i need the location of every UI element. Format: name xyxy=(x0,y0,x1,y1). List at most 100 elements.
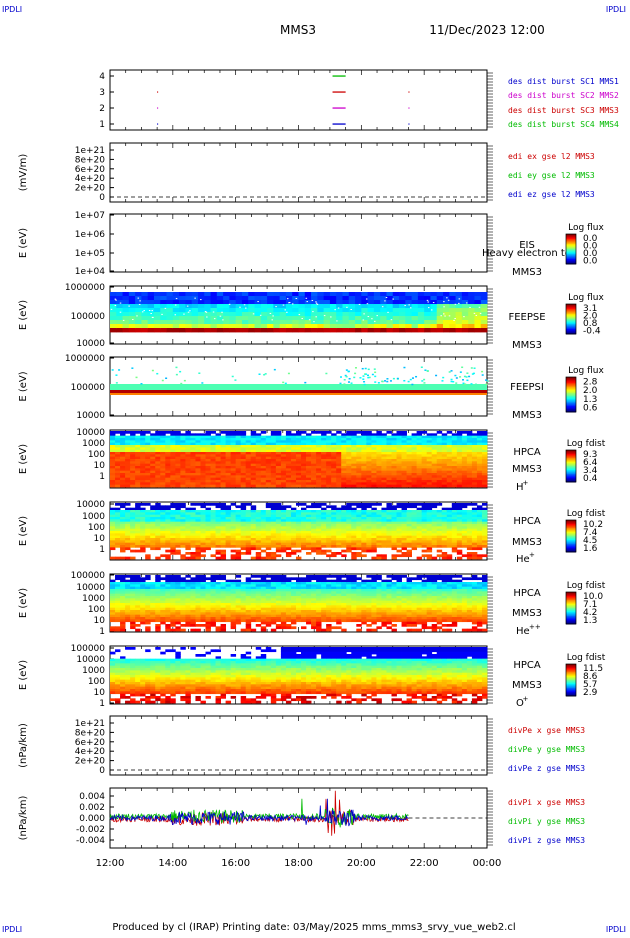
panel-hpca-he-cell xyxy=(195,529,200,532)
panel-hpca-he-cell xyxy=(180,505,185,508)
panel-hpca-h-cell xyxy=(140,461,145,464)
panel-hpca-h-cell xyxy=(371,457,376,460)
panel-hpca-he-cell xyxy=(286,510,291,513)
panel-hpca-he-cell xyxy=(346,508,351,511)
panel-hpca-he-cell xyxy=(351,531,356,534)
panel-hpca-he-cell xyxy=(412,536,417,539)
panel-feepse-cell xyxy=(437,320,444,324)
panel-hpca-h-cell xyxy=(180,468,185,471)
panel-feepse-cell xyxy=(148,304,155,308)
panel-hpca-h-cell xyxy=(170,464,175,467)
panel-hpca-h-cell xyxy=(482,447,487,450)
panel-hpca-he-cell xyxy=(341,536,346,539)
panel-hpca-h-cell xyxy=(447,468,452,471)
panel-hpca-h-cell xyxy=(160,468,165,471)
panel-hpca-he-cell xyxy=(341,510,346,513)
panel-hpca-he-cell xyxy=(185,512,190,515)
panel-hpca-h-cell xyxy=(422,450,427,453)
panel-hpca-h-cell xyxy=(351,459,356,462)
panel-hpca-h-cell xyxy=(195,480,200,483)
panel-hpca-h-cell xyxy=(371,464,376,467)
panel-hpca-h-cell xyxy=(422,443,427,446)
panel-hpca-he-cell xyxy=(391,505,396,508)
panel-hpca-h-cell xyxy=(170,466,175,469)
panel-hpca-h-cell xyxy=(180,471,185,474)
panel-feepse-cell xyxy=(355,312,362,316)
panel-feepse-cell xyxy=(229,316,236,320)
panel-hpca-h-cell xyxy=(251,454,256,457)
panel-hpca-h-cell xyxy=(246,480,251,483)
panel-hpca-h-cell xyxy=(306,464,311,467)
panel-feepse-cell xyxy=(399,304,406,308)
panel-hpca-h-cell xyxy=(140,450,145,453)
panel-feepse-cell xyxy=(261,296,268,300)
panel-hpca-he-cell xyxy=(316,538,321,541)
panel-hpca-he-cell xyxy=(321,538,326,541)
panel-feepsi-speckle xyxy=(471,367,473,369)
panel-feepsi-speckle xyxy=(397,378,399,380)
panel-feepse-speckle xyxy=(458,303,460,304)
panel-hpca-he-cell xyxy=(482,531,487,534)
panel-hpca-h-cell xyxy=(226,433,231,436)
panel-hpca-he-cell xyxy=(200,543,205,546)
panel-feepse-cell xyxy=(167,328,174,332)
panel-hpca-he-cell xyxy=(356,536,361,539)
panel-hpca-he-cell xyxy=(366,519,371,522)
panel-hpca-he-cell xyxy=(256,529,261,532)
panel-hpca-hepp-cell xyxy=(110,591,115,594)
panel-hpca-he-cell xyxy=(432,515,437,518)
panel-feepse-speckle xyxy=(427,300,429,301)
panel-hpca-h-cell xyxy=(115,478,120,481)
panel-hpca-he-instrument: HPCA xyxy=(513,516,541,527)
panel-hpca-he-cell xyxy=(145,531,150,534)
panel-hpca-he-cell xyxy=(412,510,417,513)
panel-hpca-he-cell xyxy=(457,526,462,529)
panel-hpca-he-cell xyxy=(236,515,241,518)
panel-hpca-h-cell xyxy=(391,452,396,455)
panel-hpca-he-cell xyxy=(452,531,457,534)
panel-feepse-cell xyxy=(229,300,236,304)
panel-hpca-he-cell xyxy=(316,545,321,548)
panel-hpca-he-cell xyxy=(241,508,246,511)
panel-feepse-speckle xyxy=(296,298,298,299)
panel-hpca-h-cell xyxy=(246,485,251,488)
panel-feepse-cell xyxy=(160,312,167,316)
panel-hpca-he-cell xyxy=(356,510,361,513)
panel-hpca-he-cell xyxy=(457,533,462,536)
panel-hpca-he-cell xyxy=(361,547,366,550)
panel-hpca-he-cell xyxy=(356,552,361,555)
panel-feepse-cell xyxy=(267,304,274,308)
panel-hpca-he-cell xyxy=(190,522,195,525)
panel-hpca-he-cell xyxy=(351,519,356,522)
panel-hpca-h-cell xyxy=(206,466,211,469)
panel-feepse-cell xyxy=(261,320,268,324)
panel-feepse-cell xyxy=(267,308,274,312)
panel-hpca-he-cell xyxy=(402,515,407,518)
panel-hpca-h-cell xyxy=(120,464,125,467)
panel-hpca-h-cell xyxy=(391,485,396,488)
panel-hpca-h-cell xyxy=(266,468,271,471)
panel-hpca-he-cell xyxy=(457,543,462,546)
panel-hpca-h-cell xyxy=(301,475,306,478)
panel-feepse-speckle xyxy=(313,321,315,322)
panel-hpca-h-cell xyxy=(386,452,391,455)
panel-hpca-he-cell xyxy=(206,529,211,532)
panel-hpca-he-cell xyxy=(376,517,381,520)
panel-hpca-he-cell xyxy=(135,505,140,508)
panel-des-burst-mark xyxy=(333,75,346,76)
panel-hpca-he-cell xyxy=(361,536,366,539)
panel-hpca-h-cell xyxy=(155,450,160,453)
panel-hpca-he-cell xyxy=(135,550,140,553)
panel-hpca-h-cell xyxy=(321,464,326,467)
panel-hpca-he-cell xyxy=(190,517,195,520)
panel-hpca-he-cell xyxy=(226,522,231,525)
panel-hpca-h-cell xyxy=(221,464,226,467)
panel-hpca-h-cell xyxy=(316,440,321,443)
panel-hpca-he-cell xyxy=(231,503,236,506)
panel-hpca-h-cell xyxy=(447,454,452,457)
panel-feepse-cell xyxy=(456,316,463,320)
panel-hpca-he-cell xyxy=(145,554,150,557)
panel-hpca-he-cell xyxy=(391,536,396,539)
panel-hpca-he-cell xyxy=(211,510,216,513)
panel-hpca-h-cell xyxy=(180,436,185,439)
